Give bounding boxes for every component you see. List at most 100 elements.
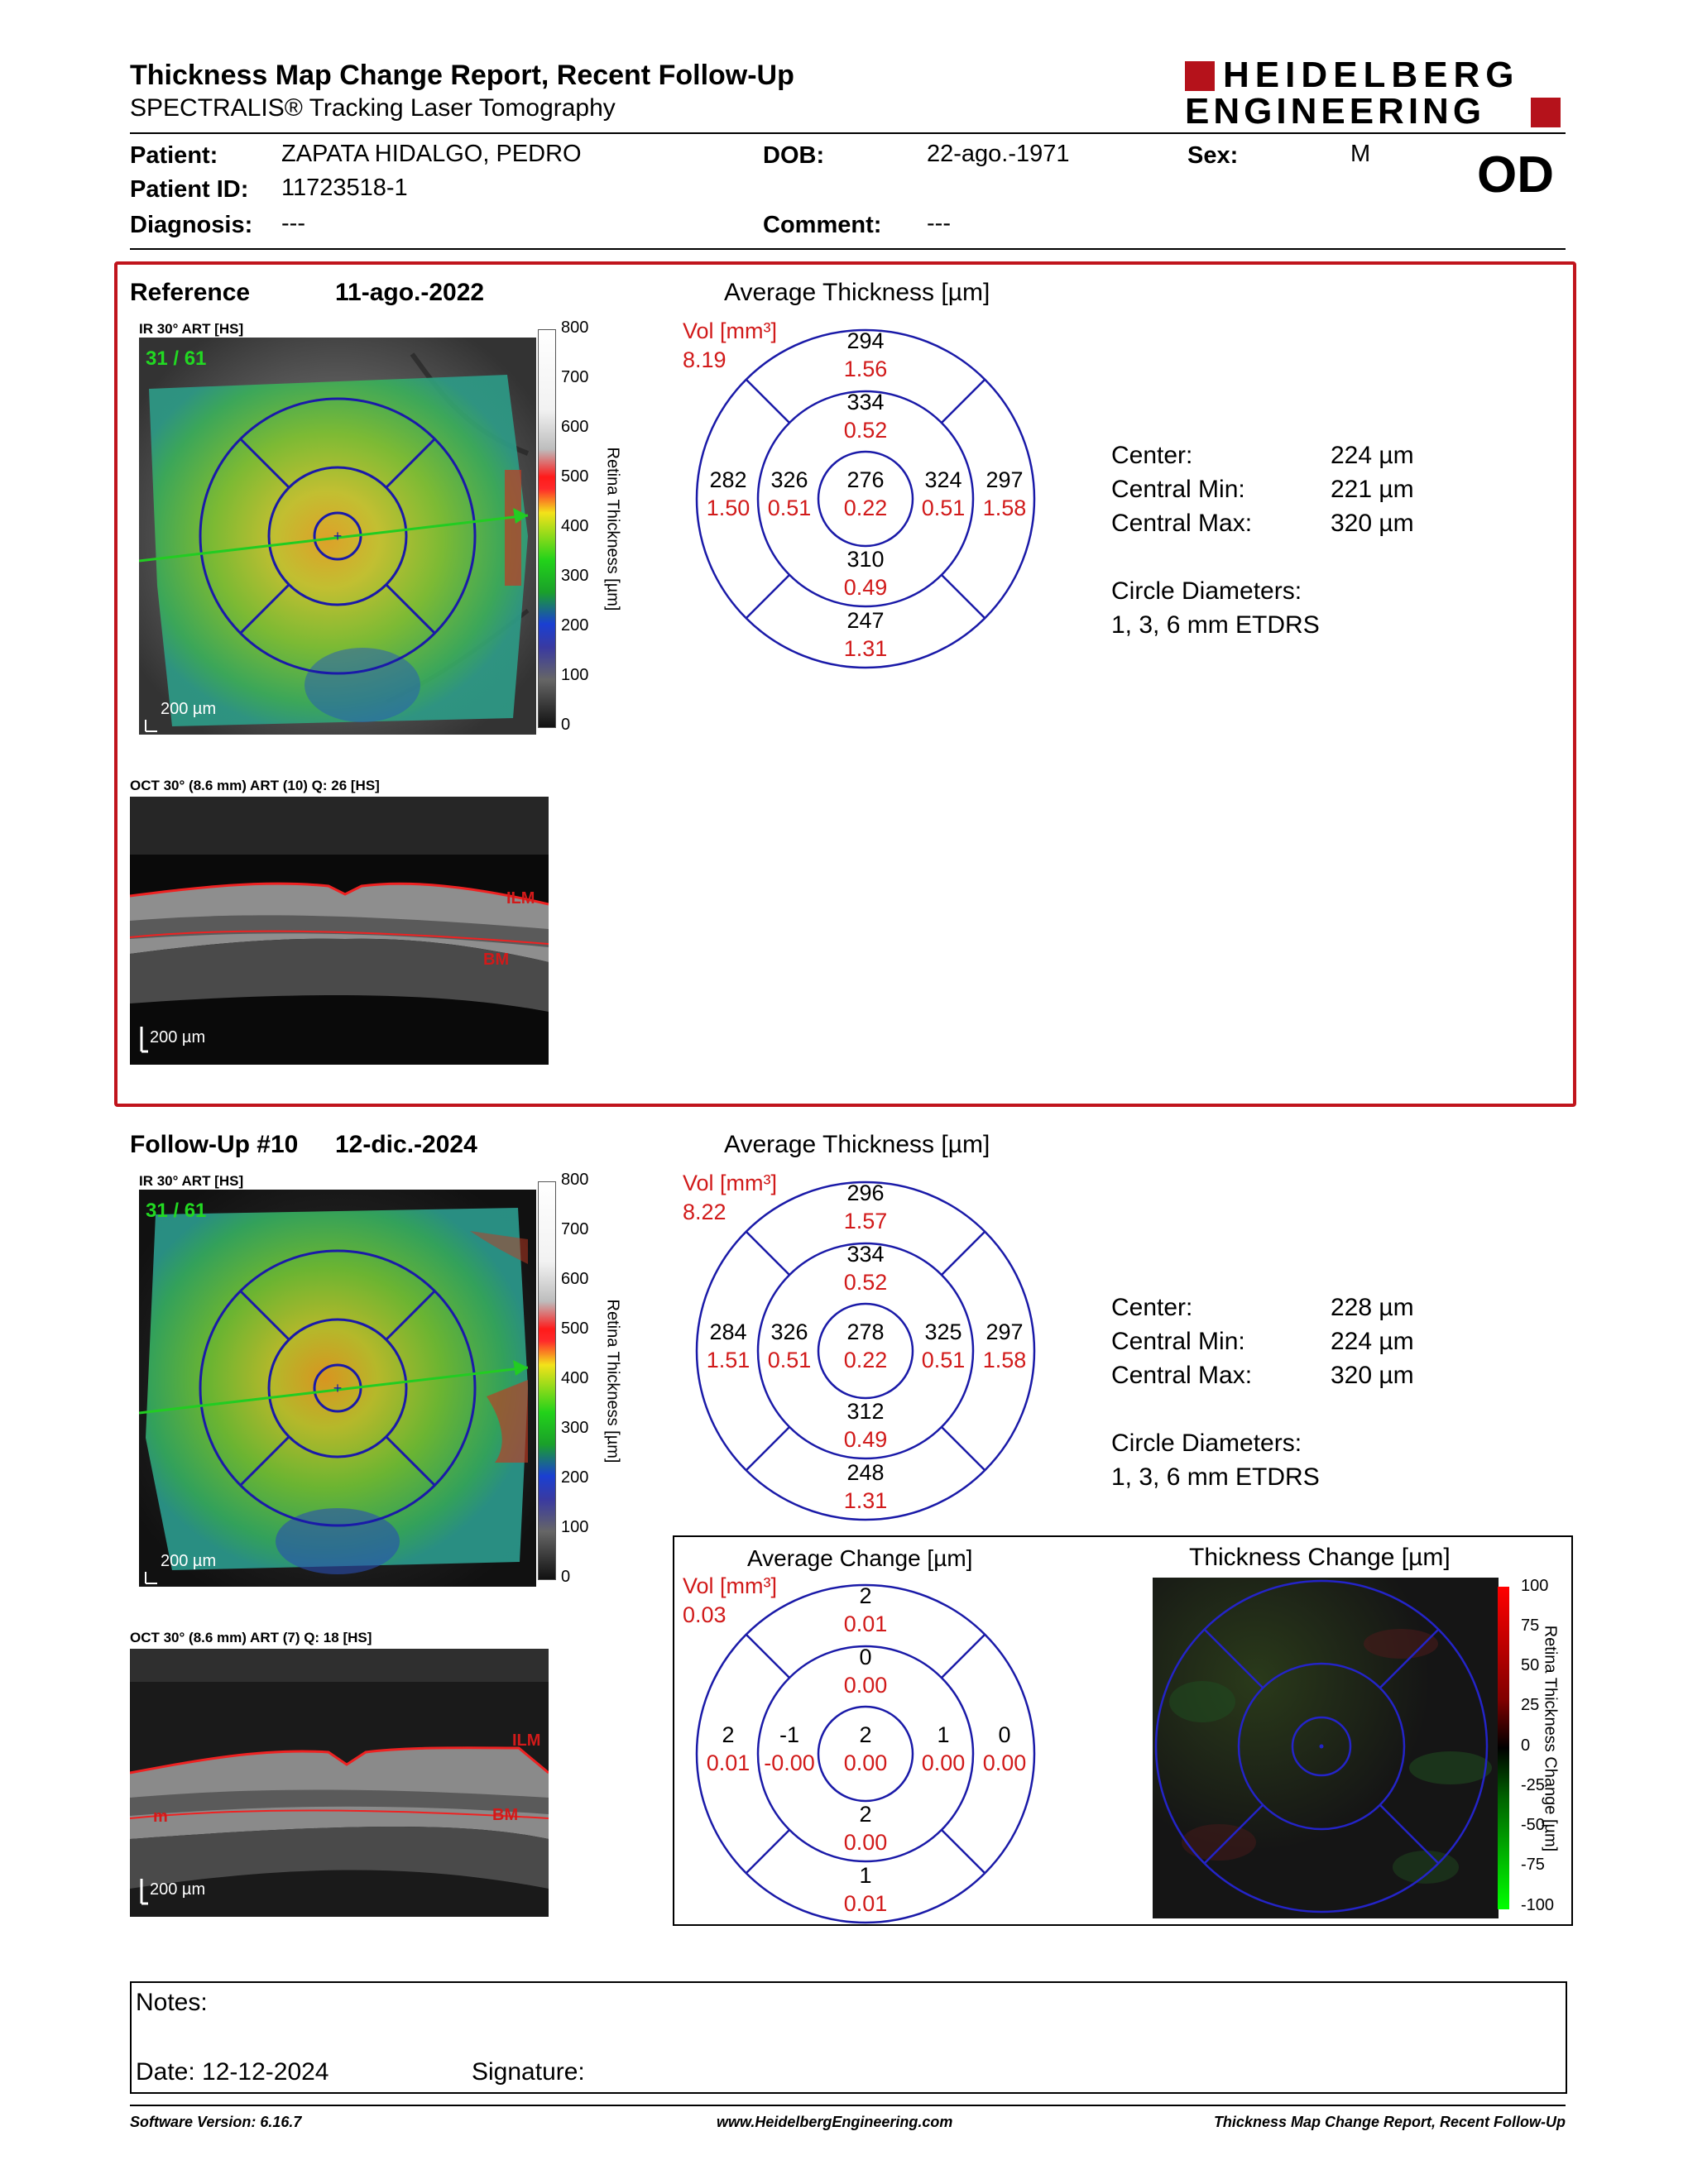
chg-tick-minus75: -75 <box>1521 1856 1545 1874</box>
reference-etdrs-grid: Vol [mm³] 8.19 294 1.56 334 0.52 282 1.5… <box>683 318 1044 674</box>
thickness-change-map <box>1153 1578 1499 1918</box>
chg-center-volume: 0.00 <box>843 1751 888 1775</box>
followup-m-label: m <box>153 1808 168 1826</box>
ref-tick-200: 200 <box>561 616 589 635</box>
ref-left-outer-thickness: 282 <box>709 467 747 492</box>
chg-tick-50: 50 <box>1521 1656 1540 1674</box>
chg-left-inner-volume: -0.00 <box>764 1751 815 1775</box>
followup-ir-scale: 200 µm <box>161 1552 217 1570</box>
reference-ilm-label: ILM <box>506 889 535 908</box>
patient-label: Patient: <box>130 142 218 169</box>
ref-circle-diameters-value: 1, 3, 6 mm ETDRS <box>1111 611 1320 639</box>
ref-center-volume: 0.22 <box>843 496 888 520</box>
reference-oct-scan: ILM BM 200 µm <box>129 797 549 1065</box>
followup-ilm-label: ILM <box>512 1731 541 1750</box>
fu-tick-200: 200 <box>561 1468 589 1487</box>
followup-oct-scale: 200 µm <box>150 1880 206 1899</box>
ref-left-outer-volume: 1.50 <box>706 496 750 520</box>
reference-oct-scale: 200 µm <box>150 1028 206 1046</box>
reference-oct-caption: OCT 30° (8.6 mm) ART (10) Q: 26 [HS] <box>130 778 380 793</box>
ref-right-outer-thickness: 297 <box>985 467 1024 492</box>
logo-line-1: HEIDELBERG <box>1223 55 1520 95</box>
fu-top-inner-thickness: 334 <box>846 1242 885 1267</box>
dob-label: DOB: <box>763 142 825 169</box>
fu-central-min-label: Central Min: <box>1111 1328 1245 1355</box>
followup-bm-label: BM <box>492 1806 519 1824</box>
chg-right-outer-volume: 0.00 <box>982 1751 1027 1775</box>
reference-label: Reference <box>130 279 251 306</box>
reference-avg-title: Average Thickness [µm] <box>724 279 990 306</box>
ref-tick-700: 700 <box>561 368 589 386</box>
ref-tick-800: 800 <box>561 318 589 337</box>
fu-left-outer-thickness: 284 <box>709 1320 747 1344</box>
patient-id-label: Patient ID: <box>130 176 249 203</box>
footer-software-version: Software Version: 6.16.7 <box>130 2114 302 2130</box>
followup-label: Follow-Up #10 <box>130 1131 299 1158</box>
reference-ir-caption: IR 30° ART [HS] <box>139 321 244 337</box>
change-map-title: Thickness Change [µm] <box>1189 1544 1451 1571</box>
fu-central-min-value: 224 µm <box>1331 1328 1414 1355</box>
fu-central-max-label: Central Max: <box>1111 1362 1253 1389</box>
comment-label: Comment: <box>763 212 882 238</box>
sex-label: Sex: <box>1187 142 1239 169</box>
followup-etdrs-grid: Vol [mm³] 8.22 296 1.57 334 0.52 284 1.5… <box>683 1171 1044 1526</box>
followup-oct-scan: ILM BM m 200 µm <box>129 1649 549 1917</box>
followup-thickness-colorbar <box>538 1181 556 1580</box>
ref-left-inner-volume: 0.51 <box>767 496 812 520</box>
chg-right-outer-thickness: 0 <box>998 1722 1011 1747</box>
fu-tick-0: 0 <box>561 1568 571 1586</box>
dob-value: 22-ago.-1971 <box>927 141 1070 167</box>
chg-top-outer-volume: 0.01 <box>843 1612 888 1636</box>
ref-bottom-outer-thickness: 247 <box>846 608 885 633</box>
fu-left-inner-thickness: 326 <box>770 1320 808 1344</box>
followup-oct-caption: OCT 30° (8.6 mm) ART (7) Q: 18 [HS] <box>130 1630 372 1645</box>
chg-left-outer-thickness: 2 <box>722 1722 735 1747</box>
ref-central-min-value: 221 µm <box>1331 476 1414 503</box>
reference-vol-value: 8.19 <box>683 347 727 372</box>
fu-tick-100: 100 <box>561 1518 589 1536</box>
diagnosis-label: Diagnosis: <box>130 212 253 238</box>
chg-left-inner-thickness: -1 <box>779 1722 799 1747</box>
reference-frame <box>114 261 1576 1107</box>
fu-tick-800: 800 <box>561 1171 589 1189</box>
ref-top-inner-volume: 0.52 <box>843 418 888 443</box>
chg-bottom-inner-thickness: 2 <box>859 1802 872 1827</box>
fu-tick-600: 600 <box>561 1270 589 1288</box>
footer-rule <box>130 2105 1566 2106</box>
change-panel <box>673 1535 1573 1926</box>
ref-central-max-value: 320 µm <box>1331 510 1414 537</box>
ref-top-inner-thickness: 334 <box>846 390 885 414</box>
report-subtitle: SPECTRALIS® Tracking Laser Tomography <box>130 94 616 122</box>
fu-tick-500: 500 <box>561 1320 589 1338</box>
chg-top-outer-thickness: 2 <box>859 1583 872 1608</box>
ref-bottom-outer-volume: 1.31 <box>843 636 888 661</box>
ref-tick-0: 0 <box>561 716 571 734</box>
notes-box <box>130 1981 1567 2094</box>
report-title: Thickness Map Change Report, Recent Foll… <box>130 60 794 91</box>
ref-top-outer-thickness: 294 <box>846 328 885 353</box>
svg-text:+: + <box>333 528 343 544</box>
fu-center-volume: 0.22 <box>843 1348 888 1372</box>
followup-vol-label: Vol [mm³] <box>683 1171 778 1195</box>
fu-bottom-outer-volume: 1.31 <box>843 1488 888 1513</box>
followup-ir-caption: IR 30° ART [HS] <box>139 1173 244 1189</box>
logo-red-block-bottom <box>1531 98 1561 127</box>
fu-top-inner-volume: 0.52 <box>843 1270 888 1295</box>
chg-top-inner-volume: 0.00 <box>843 1673 888 1698</box>
sex-value: M <box>1350 141 1371 167</box>
notes-label: Notes: <box>136 1989 208 2016</box>
diagnosis-value: --- <box>281 210 305 237</box>
chg-bottom-inner-volume: 0.00 <box>843 1830 888 1855</box>
comment-value: --- <box>927 210 951 237</box>
fu-bottom-inner-thickness: 312 <box>846 1399 885 1424</box>
reference-vol-label: Vol [mm³] <box>683 318 778 343</box>
fu-center-label: Center: <box>1111 1294 1193 1321</box>
ref-center-label: Center: <box>1111 442 1193 469</box>
chg-top-inner-thickness: 0 <box>859 1645 872 1669</box>
fu-bottom-outer-thickness: 248 <box>846 1460 885 1485</box>
followup-fundus-map: + 31 / 61 200 µm <box>138 1190 536 1587</box>
ref-left-inner-thickness: 326 <box>770 467 808 492</box>
fu-top-outer-thickness: 296 <box>846 1181 885 1205</box>
ref-center-value: 224 µm <box>1331 442 1414 469</box>
ref-tick-300: 300 <box>561 567 589 585</box>
